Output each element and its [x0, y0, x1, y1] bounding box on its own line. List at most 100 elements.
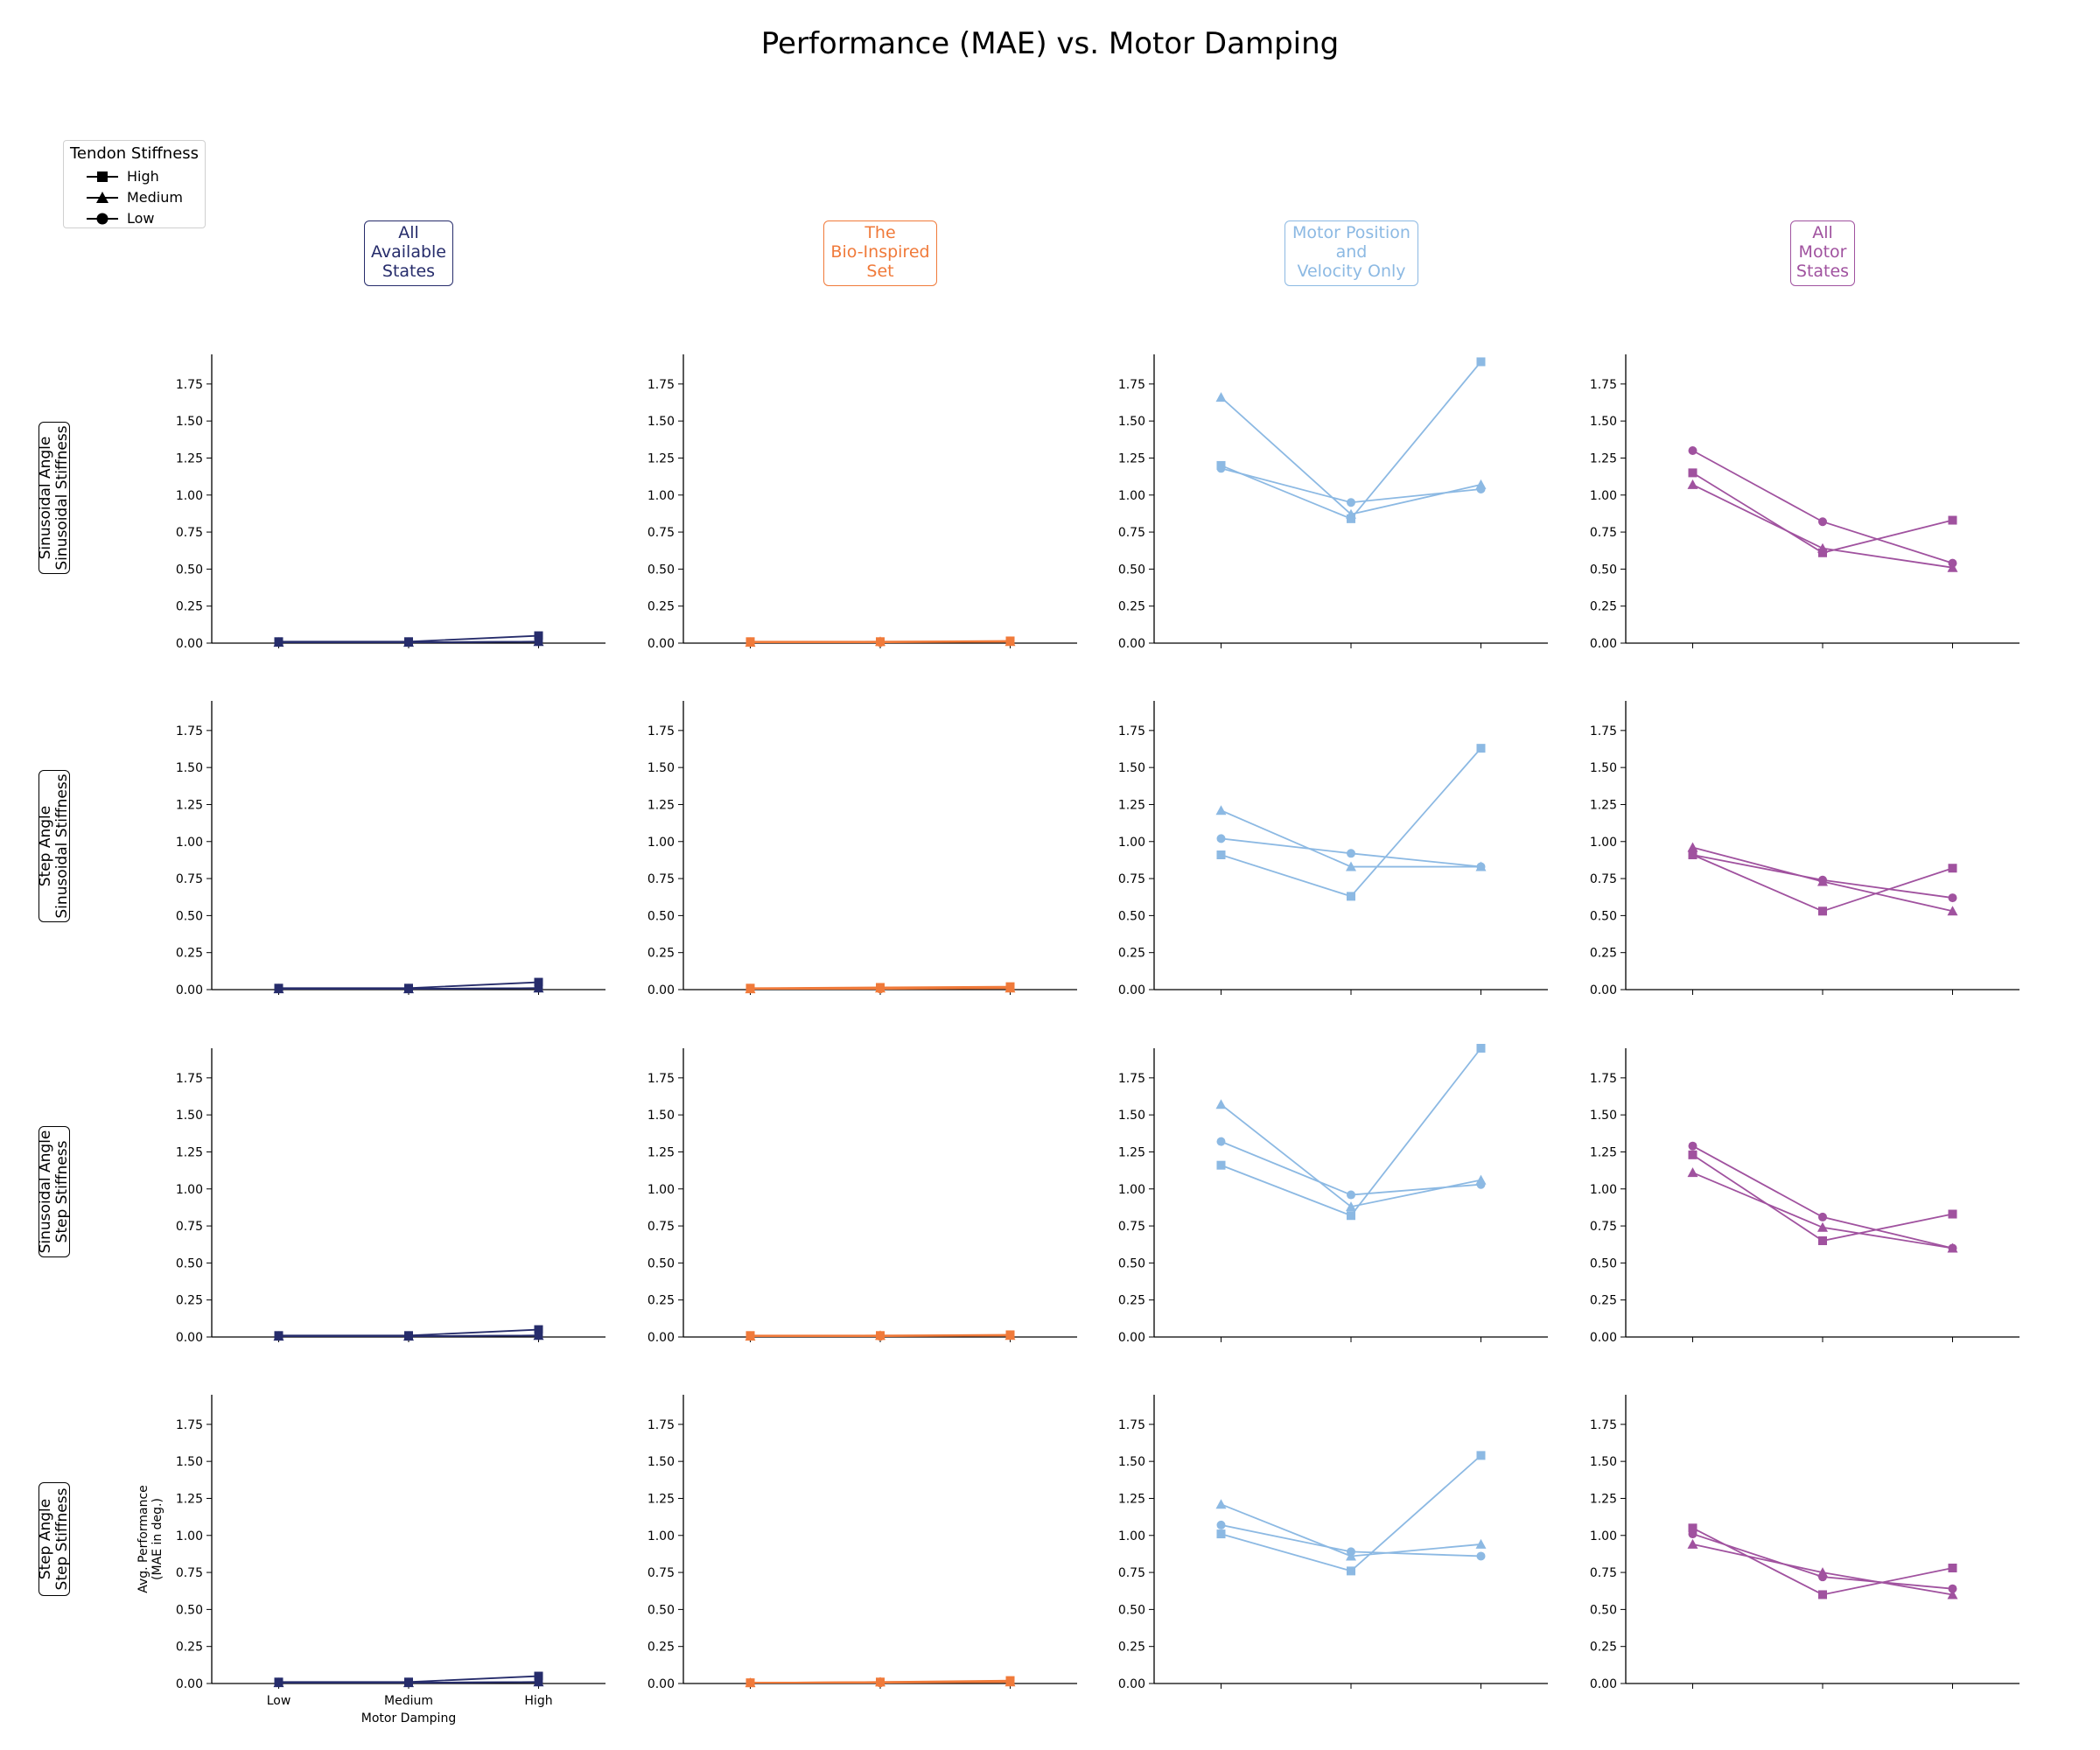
chart-title: Performance (MAE) vs. Motor Damping	[760, 26, 1340, 61]
circle-marker	[1688, 1530, 1698, 1539]
y-tick-label: 1.00	[176, 1183, 203, 1197]
triangle-marker	[1346, 1201, 1356, 1212]
circle-marker	[746, 638, 755, 648]
y-tick-label: 0.00	[648, 984, 675, 998]
y-tick-label: 1.25	[648, 452, 675, 466]
circle-marker	[746, 984, 755, 994]
y-tick-label: 1.75	[1590, 724, 1617, 738]
column-header-line: and	[1335, 242, 1368, 262]
circle-marker	[1688, 1141, 1698, 1151]
series-line-medium	[1221, 809, 1481, 868]
square-marker	[1476, 1451, 1486, 1460]
circle-marker	[1005, 1677, 1015, 1687]
square-marker	[1476, 357, 1486, 367]
circle-marker	[1948, 893, 1957, 903]
column-header-4: All Motor States	[1790, 220, 1855, 286]
square-marker	[534, 1325, 543, 1334]
y-tick-label: 1.50	[176, 415, 203, 429]
x-tick-label: Medium	[384, 1694, 433, 1708]
y-tick-label: 0.75	[1118, 1566, 1145, 1580]
y-tick-label: 0.25	[1590, 1294, 1617, 1308]
y-tick-label: 1.50	[1118, 761, 1145, 775]
y-tick-label: 0.50	[176, 563, 203, 577]
y-tick-label: 1.00	[1118, 1183, 1145, 1197]
y-tick-label: 1.00	[648, 836, 675, 850]
y-tick-label: 1.25	[648, 1145, 675, 1159]
column-header-line: All	[1812, 223, 1833, 242]
y-tick-label: 1.00	[176, 1530, 203, 1544]
square-marker	[1948, 1209, 1957, 1219]
y-tick-label: 1.50	[1118, 1109, 1145, 1123]
y-tick-label: 0.25	[176, 947, 203, 961]
circle-marker	[1948, 558, 1957, 568]
y-tick-label: 1.75	[1590, 1072, 1617, 1086]
square-marker	[1688, 468, 1698, 478]
y-tick-label: 0.50	[1590, 909, 1617, 923]
y-tick-label: 1.25	[176, 1492, 203, 1506]
y-tick-label: 0.50	[1118, 1603, 1145, 1617]
square-marker	[1948, 864, 1957, 873]
y-tick-label: 0.25	[1118, 1641, 1145, 1655]
y-tick-label: 1.50	[648, 761, 675, 775]
y-tick-label: 1.75	[648, 1072, 675, 1086]
y-tick-label: 1.50	[648, 1455, 675, 1469]
circle-marker	[534, 1677, 543, 1687]
y-tick-label: 0.75	[176, 1566, 203, 1580]
column-header-line: The	[864, 223, 896, 242]
column-header-line: Velocity Only	[1297, 262, 1406, 281]
y-tick-label: 1.75	[1118, 1072, 1145, 1086]
square-marker	[534, 631, 543, 640]
y-tick-label: 1.00	[1590, 489, 1617, 503]
y-tick-label: 1.75	[648, 378, 675, 392]
y-tick-label: 1.50	[1590, 415, 1617, 429]
y-tick-label: 0.00	[648, 1331, 675, 1345]
y-tick-label: 0.00	[1590, 984, 1617, 998]
square-marker-icon	[87, 172, 118, 182]
panel-r1-c1: 0.00 0.25 0.50 0.75 1.00 1.25 1.50 1.75	[176, 354, 606, 651]
y-tick-label: 1.00	[1590, 1183, 1617, 1197]
circle-marker	[876, 638, 885, 648]
y-tick-label: 1.75	[1118, 1418, 1145, 1432]
circle-marker	[876, 1678, 885, 1688]
y-tick-label: 0.50	[176, 1256, 203, 1270]
y-tick-label: 0.75	[648, 1566, 675, 1580]
circle-marker	[1216, 1137, 1226, 1146]
y-tick-label: 1.25	[1118, 1145, 1145, 1159]
circle-marker	[534, 1331, 543, 1340]
x-tick-label: High	[524, 1694, 552, 1708]
y-tick-label: 1.25	[176, 452, 203, 466]
triangle-marker	[1947, 1589, 1958, 1600]
circle-marker	[1818, 875, 1827, 885]
circle-marker	[404, 1332, 413, 1341]
y-tick-label: 1.00	[1118, 1530, 1145, 1544]
y-tick-label: 0.50	[648, 1603, 675, 1617]
y-tick-label: 1.25	[1590, 1145, 1617, 1159]
y-tick-label: 1.00	[648, 1530, 675, 1544]
square-marker	[1476, 744, 1486, 753]
panel-r1-c3: 0.00 0.25 0.50 0.75 1.00 1.25 1.50 1.75	[1118, 354, 1548, 651]
circle-marker	[1347, 498, 1355, 508]
circle-marker	[746, 1678, 755, 1688]
circle-marker	[746, 1332, 755, 1341]
column-header-1: All Available States	[364, 220, 453, 286]
y-tick-label: 1.00	[176, 489, 203, 503]
circle-marker	[534, 984, 543, 993]
x-tick-label: Low	[267, 1694, 291, 1708]
y-tick-label: 0.25	[176, 1294, 203, 1308]
square-marker	[1347, 892, 1355, 901]
y-tick-label: 0.50	[648, 1256, 675, 1270]
y-tick-label: 1.25	[648, 798, 675, 812]
y-tick-label: 0.50	[1118, 909, 1145, 923]
y-tick-label: 0.50	[1118, 563, 1145, 577]
y-tick-label: 1.25	[1118, 798, 1145, 812]
y-tick-label: 0.75	[1590, 1220, 1617, 1234]
y-tick-label: 1.25	[1590, 798, 1617, 812]
square-marker	[1818, 1590, 1827, 1600]
y-tick-label: 1.00	[1118, 489, 1145, 503]
circle-marker	[1948, 1584, 1957, 1593]
circle-marker	[1005, 1331, 1015, 1340]
y-tick-label: 1.75	[1118, 378, 1145, 392]
y-tick-label: 0.50	[1118, 1256, 1145, 1270]
legend-label-low: Low	[127, 210, 155, 227]
